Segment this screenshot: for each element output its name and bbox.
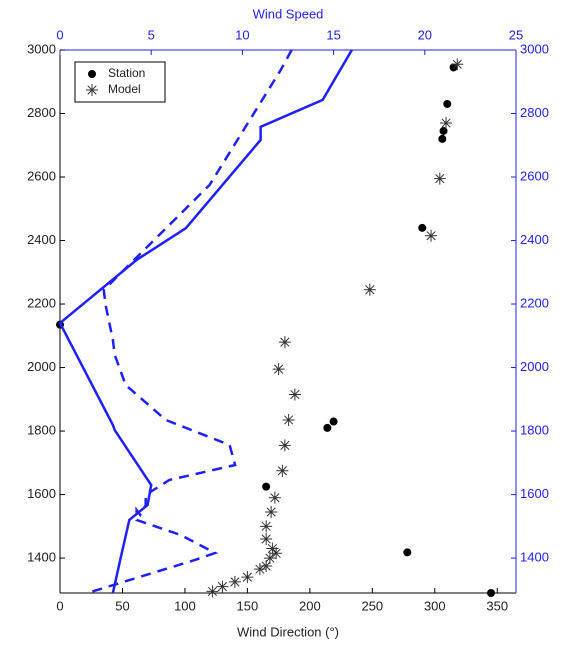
y-tick-label: 2800 [27, 105, 56, 120]
y2-tick-label: 2200 [520, 295, 549, 310]
wind-speed-line [58, 49, 353, 594]
x-tick-label: 250 [361, 598, 383, 613]
y2-tick-label: 2800 [520, 105, 549, 120]
model-point [272, 363, 285, 376]
model-point [270, 547, 283, 560]
y-tick-label: 2200 [27, 295, 56, 310]
chart-title: Wind Speed [253, 6, 324, 21]
x-tick-label: 0 [56, 598, 63, 613]
y2-tick-label: 1600 [520, 486, 549, 501]
model-point [263, 552, 276, 565]
model-point [228, 575, 241, 588]
y-tick-label: 2400 [27, 232, 56, 247]
model-point [253, 563, 266, 576]
model-point [425, 229, 438, 242]
y2-tick-label: 1400 [520, 550, 549, 565]
x2-tick-label: 20 [418, 27, 432, 42]
model-point [433, 172, 446, 185]
model-point [241, 571, 254, 584]
legend: Station Model [74, 61, 166, 103]
model-point [276, 464, 289, 477]
model-point [440, 117, 453, 130]
x-axis-label: Wind Direction (°) [237, 624, 339, 639]
wind-speed-line [86, 49, 293, 595]
y-tick-label: 2600 [27, 168, 56, 183]
y-tick-label: 1400 [27, 550, 56, 565]
station-point [443, 99, 452, 108]
model-point [363, 283, 376, 296]
model-point [265, 506, 278, 519]
model-point [260, 560, 273, 573]
x2-tick-label: 25 [509, 27, 523, 42]
station-point [403, 548, 412, 557]
model-point [288, 388, 301, 401]
x2-tick-label: 10 [235, 27, 249, 42]
station-point [323, 423, 332, 432]
x2-tick-label: 5 [148, 27, 155, 42]
y2-tick-label: 2600 [520, 168, 549, 183]
x2-tick-label: 15 [326, 27, 340, 42]
model-point [260, 520, 273, 533]
x-tick-label: 300 [424, 598, 446, 613]
legend-box [74, 61, 166, 103]
legend-marker [88, 70, 96, 78]
model-point [216, 580, 229, 593]
y2-tick-label: 3000 [520, 41, 549, 56]
model-point [278, 336, 291, 349]
y2-tick-label: 2400 [520, 232, 549, 247]
y-tick-label: 1800 [27, 422, 56, 437]
model-point [451, 58, 464, 71]
model-point [260, 533, 273, 546]
x-tick-label: 350 [486, 598, 508, 613]
model-point [266, 542, 279, 555]
y-tick-label: 3000 [27, 41, 56, 56]
station-point [438, 134, 447, 143]
y2-tick-label: 1800 [520, 422, 549, 437]
model-point [268, 491, 281, 504]
x-tick-label: 50 [115, 598, 129, 613]
station-point [418, 223, 427, 232]
model-point [282, 413, 295, 426]
legend-label: Model [108, 82, 141, 96]
station-point [329, 417, 338, 426]
legend-marker [86, 84, 98, 96]
legend-label: Station [108, 66, 145, 80]
y2-tick-label: 2000 [520, 359, 549, 374]
x-tick-label: 100 [174, 598, 196, 613]
x2-tick-label: 0 [56, 27, 63, 42]
x-tick-label: 200 [299, 598, 321, 613]
y-tick-label: 1600 [27, 486, 56, 501]
model-point [206, 585, 219, 598]
station-point [487, 589, 496, 597]
y-tick-label: 2000 [27, 359, 56, 374]
station-point [262, 482, 271, 491]
x-tick-label: 150 [237, 598, 259, 613]
model-point [278, 439, 291, 452]
